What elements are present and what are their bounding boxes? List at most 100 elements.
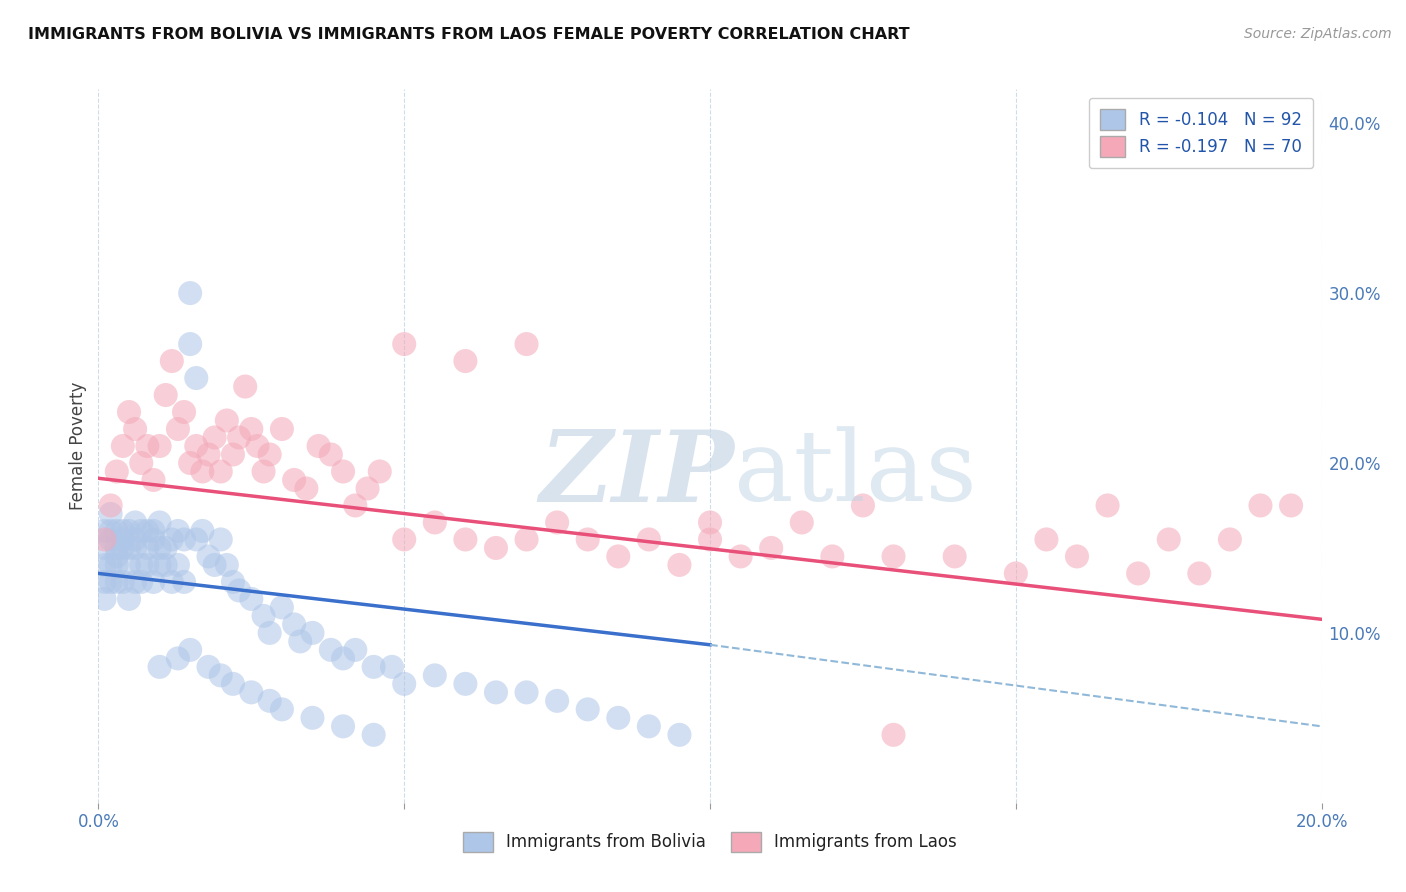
Point [344,643,367,657]
Point [100,533,122,547]
Point [943,549,966,564]
Point [105,574,128,589]
Point [136,439,159,453]
Point [129,558,152,572]
Point [186,371,208,385]
Point [240,422,263,436]
Point [179,643,201,657]
Point [368,465,391,479]
Point [149,558,172,572]
Point [356,482,378,496]
Point [259,448,281,462]
Point [344,499,367,513]
Point [191,524,214,538]
Point [332,465,354,479]
Point [485,685,508,699]
Point [209,533,232,547]
Point [546,516,568,530]
Point [204,558,226,572]
Point [160,574,183,589]
Point [228,583,250,598]
Point [283,473,305,487]
Point [129,524,152,538]
Point [308,439,330,453]
Point [883,728,905,742]
Point [270,600,292,615]
Point [136,558,159,572]
Point [423,516,446,530]
Point [259,626,281,640]
Point [332,651,354,665]
Point [699,516,721,530]
Point [111,533,134,547]
Point [252,465,274,479]
Point [215,413,238,427]
Point [392,337,416,351]
Point [607,549,630,564]
Point [576,533,599,547]
Point [319,643,342,657]
Point [222,574,245,589]
Point [155,388,177,402]
Point [173,533,195,547]
Point [197,549,219,564]
Point [852,499,875,513]
Point [173,574,195,589]
Point [759,541,782,555]
Point [516,337,538,351]
Point [392,677,416,691]
Point [167,651,190,665]
Point [124,574,146,589]
Point [1157,533,1180,547]
Point [209,465,232,479]
Point [149,660,172,674]
Text: IMMIGRANTS FROM BOLIVIA VS IMMIGRANTS FROM LAOS FEMALE POVERTY CORRELATION CHART: IMMIGRANTS FROM BOLIVIA VS IMMIGRANTS FR… [28,27,910,42]
Point [363,660,385,674]
Point [228,430,250,444]
Point [233,379,256,393]
Point [186,439,208,453]
Point [516,533,538,547]
Point [363,728,385,742]
Point [607,711,630,725]
Point [516,685,538,699]
Point [118,405,141,419]
Point [637,719,661,733]
Point [485,541,508,555]
Point [105,558,128,572]
Point [149,541,172,555]
Point [142,574,165,589]
Point [93,524,115,538]
Point [240,685,263,699]
Point [222,448,245,462]
Point [118,558,141,572]
Point [191,465,214,479]
Text: ZIP: ZIP [540,426,734,523]
Point [155,541,177,555]
Point [167,524,190,538]
Point [179,337,201,351]
Point [111,541,134,555]
Point [1035,533,1057,547]
Point [699,533,721,547]
Point [136,541,159,555]
Point [1128,566,1150,581]
Point [1097,499,1119,513]
Point [129,456,152,470]
Point [124,422,146,436]
Point [100,558,122,572]
Point [149,516,172,530]
Point [204,430,226,444]
Point [93,541,115,555]
Text: atlas: atlas [734,426,977,523]
Point [100,574,122,589]
Point [259,694,281,708]
Point [136,524,159,538]
Point [197,448,219,462]
Point [246,439,269,453]
Point [295,482,318,496]
Point [124,541,146,555]
Point [240,591,263,606]
Point [93,574,115,589]
Point [105,541,128,555]
